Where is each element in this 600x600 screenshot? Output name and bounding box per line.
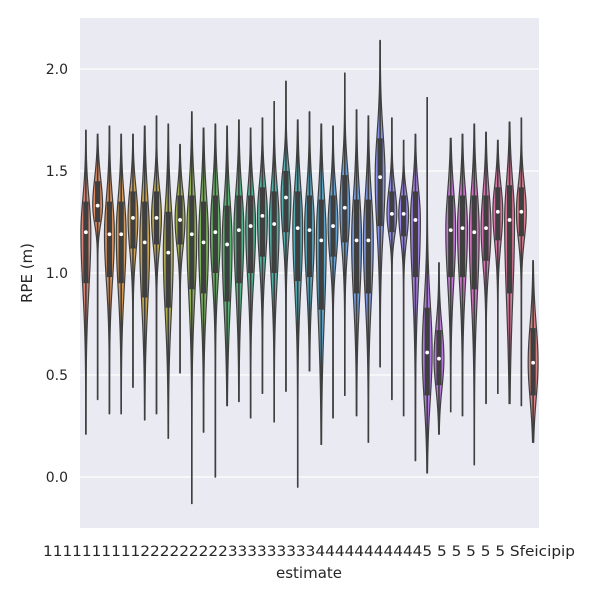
violin-median bbox=[272, 222, 277, 226]
violin-iqr-box bbox=[142, 201, 148, 298]
y-tick-labels: 0.0 0.5 1.0 1.5 2.0 bbox=[46, 62, 68, 486]
violin-iqr-box bbox=[200, 201, 207, 294]
violin-median bbox=[531, 360, 536, 365]
violin-median bbox=[484, 226, 488, 231]
violin-iqr-box bbox=[236, 195, 242, 284]
violin-median bbox=[366, 238, 371, 243]
violin-iqr-box bbox=[259, 187, 266, 257]
violin-median bbox=[95, 203, 100, 208]
violin-median bbox=[142, 240, 147, 245]
violin-median bbox=[331, 224, 335, 228]
y-tick-label: 0.0 bbox=[46, 470, 68, 486]
violin-iqr-box bbox=[318, 199, 324, 310]
violin-iqr-box bbox=[295, 191, 301, 282]
violin-iqr-box bbox=[212, 195, 218, 273]
violin-iqr-box bbox=[118, 201, 124, 284]
violins bbox=[80, 39, 539, 505]
violin-iqr-box bbox=[448, 195, 454, 278]
violin-median bbox=[437, 356, 441, 361]
violin-iqr-box bbox=[412, 191, 419, 278]
violin-iqr-box bbox=[471, 195, 477, 290]
violin-iqr-box bbox=[389, 191, 395, 233]
violin-iqr-box bbox=[271, 191, 277, 273]
violin-iqr-box bbox=[283, 171, 289, 233]
violin-median bbox=[519, 209, 524, 214]
violin-median bbox=[319, 238, 324, 243]
violin-median bbox=[413, 218, 418, 222]
violin-median bbox=[83, 230, 88, 235]
violin-median bbox=[495, 209, 500, 214]
violin-median bbox=[378, 175, 383, 180]
violin-median bbox=[307, 228, 312, 233]
violin-iqr-box bbox=[248, 195, 254, 273]
y-tick-label: 2.0 bbox=[46, 62, 68, 78]
violin-median bbox=[472, 230, 477, 235]
violin-iqr-box bbox=[353, 199, 360, 294]
violin-median bbox=[448, 228, 453, 233]
y-tick-label: 1.5 bbox=[46, 164, 68, 180]
violin-iqr-box bbox=[365, 199, 371, 294]
violin-median bbox=[236, 228, 241, 233]
violin-median bbox=[354, 238, 359, 243]
violin-median bbox=[295, 226, 300, 231]
violin-iqr-box bbox=[224, 205, 230, 302]
violin-iqr-box bbox=[506, 185, 513, 294]
violin-median bbox=[154, 216, 159, 220]
y-axis-label: RPE (m) bbox=[18, 243, 36, 303]
violin-median bbox=[201, 240, 206, 245]
violin-iqr-box bbox=[130, 191, 136, 249]
violin-iqr-box bbox=[495, 187, 501, 241]
violin-iqr-box bbox=[459, 195, 466, 278]
violin-median bbox=[284, 195, 288, 200]
violin-median bbox=[131, 216, 135, 220]
violin-median bbox=[425, 350, 430, 355]
violin-median bbox=[178, 218, 182, 222]
violin-iqr-box bbox=[165, 211, 171, 308]
y-tick-label: 0.5 bbox=[46, 368, 68, 384]
violin-median bbox=[248, 224, 253, 228]
violin-iqr-box bbox=[401, 195, 407, 237]
violin-median bbox=[166, 250, 171, 255]
violin-iqr-box bbox=[95, 181, 101, 222]
violin-median bbox=[107, 232, 112, 237]
violin-iqr-box bbox=[189, 195, 195, 290]
x-axis-label: estimate bbox=[276, 564, 342, 582]
y-tick-label: 1.0 bbox=[46, 266, 68, 282]
violin-iqr-box bbox=[106, 201, 113, 278]
violin-median bbox=[225, 242, 230, 247]
violin-median bbox=[213, 230, 218, 235]
violin-median bbox=[342, 205, 347, 210]
x-tick-labels: 1111111111222222222333333333444444444445… bbox=[43, 544, 575, 560]
violin-median bbox=[260, 213, 265, 218]
violin-median bbox=[507, 218, 512, 222]
violin-median bbox=[189, 232, 194, 237]
violin-iqr-box bbox=[306, 195, 313, 278]
violin-median bbox=[401, 211, 406, 216]
violin-iqr-box bbox=[377, 138, 383, 227]
violin-iqr-box bbox=[83, 201, 89, 284]
violin-median bbox=[119, 232, 124, 237]
violin-median bbox=[460, 226, 465, 231]
violin-median bbox=[389, 211, 394, 216]
